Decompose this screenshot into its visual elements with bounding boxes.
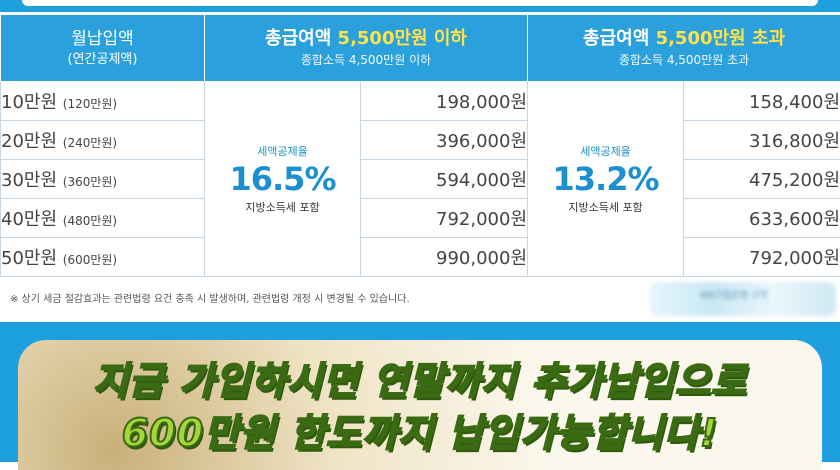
refund-low-cell: 792,000원 [361, 199, 528, 238]
table-header-row: 월납입액 (연간공제액) 총급여액 5,500만원 이하 종합소득 4,500만… [1, 15, 840, 82]
rate-low-value: 16.5% [205, 159, 360, 199]
header-group2-subtitle: 종합소득 4,500만원 초과 [528, 51, 840, 69]
header-col1-subtitle: (연간공제액) [1, 51, 204, 69]
monthly-amount: 40만원 [1, 209, 57, 230]
rate-high-sub: 지방소득세 포함 [528, 199, 683, 215]
annual-amount: (240만원) [63, 136, 117, 150]
tax-deduction-table: 월납입액 (연간공제액) 총급여액 5,500만원 이하 종합소득 4,500만… [0, 14, 840, 277]
table-row: 10만원 (120만원) 세액공제율 16.5% 지방소득세 포함 198,00… [1, 82, 840, 121]
rate-high-value: 13.2% [528, 159, 683, 199]
header-group1-highlight: 5,500만원 이하 [338, 28, 467, 49]
top-banner-band [0, 0, 840, 12]
refund-low-cell: 594,000원 [361, 160, 528, 199]
monthly-amount: 20만원 [1, 131, 57, 152]
annual-amount: (600만원) [63, 253, 117, 267]
monthly-amount: 50만원 [1, 248, 57, 269]
rate-low-cell: 세액공제율 16.5% 지방소득세 포함 [205, 82, 361, 277]
header-group-high-income: 총급여액 5,500만원 초과 종합소득 4,500만원 초과 [528, 15, 840, 82]
monthly-amount-cell: 30만원 (360만원) [1, 160, 205, 199]
refund-high-cell: 633,600원 [684, 199, 840, 238]
header-group1-prefix: 총급여액 [265, 28, 331, 49]
refund-high-cell: 475,200원 [684, 160, 840, 199]
refund-high-cell: 316,800원 [684, 121, 840, 160]
header-group-low-income: 총급여액 5,500만원 이하 종합소득 4,500만원 이하 [205, 15, 528, 82]
annual-amount: (120만원) [63, 97, 117, 111]
top-banner-inner [22, 0, 818, 6]
header-group1-subtitle: 종합소득 4,500만원 이하 [205, 51, 527, 69]
annual-amount: (360만원) [63, 175, 117, 189]
header-col1-title: 월납입액 [1, 27, 204, 51]
rate-high-label: 세액공제율 [528, 143, 683, 159]
refund-high-cell: 792,000원 [684, 238, 840, 277]
monthly-amount-cell: 10만원 (120만원) [1, 82, 205, 121]
header-group2-prefix: 총급여액 [583, 28, 649, 49]
promo-headline-line2: 600만원 한도까지 납입가능합니다! [0, 402, 840, 457]
monthly-amount: 10만원 [1, 92, 57, 113]
refund-low-cell: 198,000원 [361, 82, 528, 121]
rate-low-label: 세액공제율 [205, 143, 360, 159]
header-group2-highlight: 5,500만원 초과 [656, 28, 785, 49]
bank-logo-text: IBK기업은행 고객 [700, 288, 767, 301]
header-monthly-payment: 월납입액 (연간공제액) [1, 15, 205, 82]
refund-low-cell: 396,000원 [361, 121, 528, 160]
table-row: 50만원 (600만원) 990,000원 792,000원 [1, 238, 840, 277]
table-row: 40만원 (480만원) 792,000원 633,600원 [1, 199, 840, 238]
promo-headline-line1: 지금 가입하시면 연말까지 추가납입으로 [0, 350, 840, 405]
monthly-amount-cell: 50만원 (600만원) [1, 238, 205, 277]
monthly-amount: 30만원 [1, 170, 57, 191]
rate-low-sub: 지방소득세 포함 [205, 199, 360, 215]
table-row: 30만원 (360만원) 594,000원 475,200원 [1, 160, 840, 199]
blurred-bank-logo: IBK기업은행 고객 [650, 282, 836, 316]
header-group2-title: 총급여액 5,500만원 초과 [528, 27, 840, 51]
refund-high-cell: 158,400원 [684, 82, 840, 121]
annual-amount: (480만원) [63, 214, 117, 228]
refund-low-cell: 990,000원 [361, 238, 528, 277]
rate-high-cell: 세액공제율 13.2% 지방소득세 포함 [528, 82, 684, 277]
monthly-amount-cell: 40만원 (480만원) [1, 199, 205, 238]
disclaimer-note: ※ 상기 세금 절감효과는 관련법령 요건 충족 시 발생하며, 관련법령 개정… [10, 290, 410, 305]
table-row: 20만원 (240만원) 396,000원 316,800원 [1, 121, 840, 160]
header-group1-title: 총급여액 5,500만원 이하 [205, 27, 527, 51]
monthly-amount-cell: 20만원 (240만원) [1, 121, 205, 160]
